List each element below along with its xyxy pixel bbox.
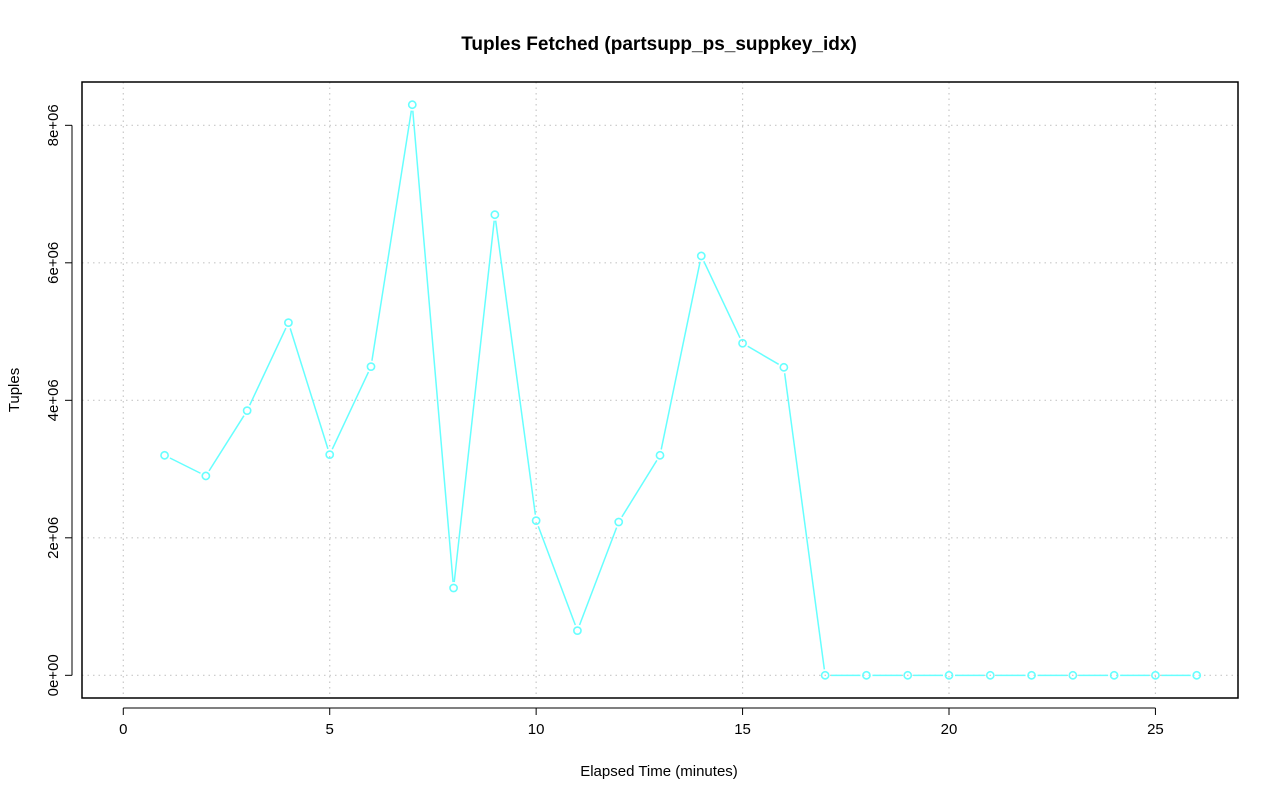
- series-layer: [160, 100, 1202, 680]
- x-axis-label: Elapsed Time (minutes): [580, 763, 738, 780]
- series-line-segment: [412, 110, 454, 583]
- series-line-segment: [703, 261, 741, 339]
- series-line-segment: [169, 457, 201, 474]
- series-line-segment: [747, 345, 780, 365]
- axes: 0 5 10 15 20 25 0e+00 2e+06 4e+06 6e+06 8e+06: [45, 104, 1164, 738]
- series-line-segment: [453, 220, 495, 583]
- x-tick-label: 5: [326, 721, 334, 738]
- y-tick-label: 4e+06: [45, 379, 62, 421]
- series-line-segment: [289, 328, 329, 450]
- data-point: [1192, 670, 1202, 680]
- y-tick-label: 8e+06: [45, 104, 62, 146]
- x-tick-label: 0: [119, 721, 127, 738]
- series-line-segment: [331, 371, 370, 450]
- data-point: [160, 450, 169, 460]
- data-point: [862, 670, 871, 680]
- series-line-segment: [494, 220, 537, 515]
- data-point: [201, 471, 211, 481]
- y-tick-label: 0e+00: [45, 654, 62, 696]
- x-tick-label: 20: [941, 721, 958, 738]
- series-line-segment: [208, 415, 245, 472]
- x-tick-label: 15: [734, 721, 751, 738]
- data-point: [820, 670, 830, 680]
- data-point: [531, 516, 541, 526]
- data-point: [614, 517, 624, 527]
- data-point: [1027, 670, 1036, 680]
- data-point: [903, 670, 913, 680]
- data-point: [490, 210, 500, 220]
- data-point: [1109, 670, 1119, 680]
- data-point: [1068, 670, 1078, 680]
- data-point: [449, 583, 458, 593]
- data-point: [407, 100, 417, 110]
- series-line-segment: [578, 527, 618, 626]
- series-line-segment: [371, 110, 413, 361]
- series-line-segment: [621, 460, 658, 518]
- data-point: [655, 450, 665, 460]
- y-axis-label: Tuples: [6, 368, 23, 412]
- data-point: [779, 362, 789, 372]
- data-point: [696, 251, 706, 261]
- series-line-segment: [249, 327, 287, 406]
- data-point: [242, 406, 252, 416]
- y-tick-label: 6e+06: [45, 242, 62, 284]
- data-point: [985, 670, 995, 680]
- data-point: [284, 318, 293, 328]
- plot-frame: [81, 81, 1239, 699]
- data-point: [366, 362, 376, 372]
- y-tick-label: 2e+06: [45, 517, 62, 559]
- data-point: [573, 626, 582, 636]
- data-point: [738, 338, 747, 348]
- data-point: [325, 450, 335, 460]
- series-line-segment: [537, 525, 577, 626]
- series-line-segment: [660, 261, 701, 450]
- series-line-segment: [783, 373, 826, 670]
- x-tick-label: 25: [1147, 721, 1164, 738]
- data-point: [1151, 670, 1160, 680]
- data-point: [944, 670, 954, 680]
- chart-title: Tuples Fetched (partsupp_ps_suppkey_idx): [461, 34, 857, 55]
- x-tick-label: 10: [528, 721, 545, 738]
- grid: [82, 82, 1238, 698]
